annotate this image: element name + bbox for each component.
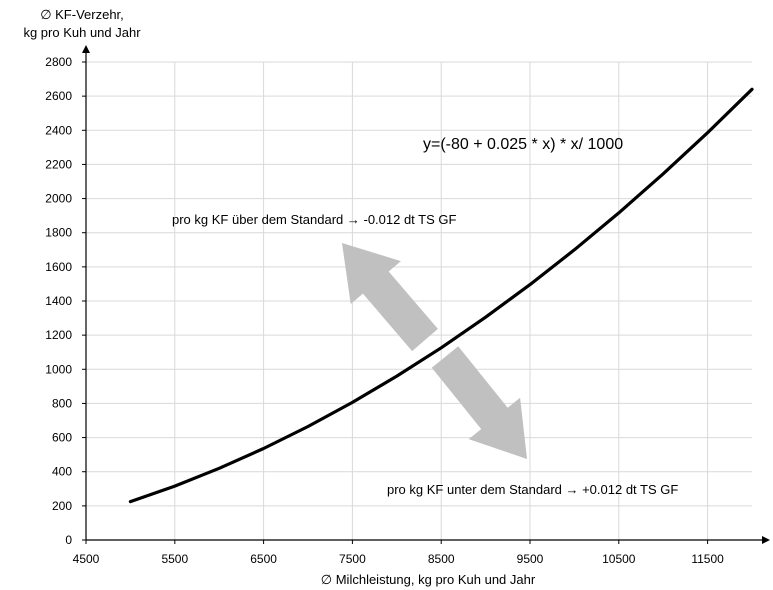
y-tick-label: 600 [52,431,72,445]
x-tick-label: 10500 [602,552,636,566]
y-tick-label: 2000 [45,192,72,206]
y-tick-labels: 0 200 400 600 800 1000 1200 1400 1600 1800 2000 220… [45,55,72,547]
y-tick-label: 1800 [45,226,72,240]
y-axis-label-line-1: ∅ KF-Verzehr, [40,7,124,22]
direction-arrows [342,243,527,459]
y-tick-label: 2200 [45,157,72,171]
x-tick-label: 5500 [161,552,188,566]
series-line [128,87,754,504]
x-tick-label: 8500 [428,552,455,566]
above-standard-annotation: pro kg KF über dem Standard → -0.012 dt … [172,212,457,227]
x-tick-label: 7500 [339,552,366,566]
y-tick-label: 200 [52,499,72,513]
x-tick-label: 6500 [250,552,277,566]
x-tick-labels: 4500 5500 6500 7500 8500 9500 10500 11500 [73,552,725,566]
y-tick-label: 1600 [45,260,72,274]
series-lines [128,87,754,504]
y-tick-label: 2800 [45,55,72,69]
x-axis-arrowhead [762,536,770,544]
y-tick-label: 400 [52,465,72,479]
x-tick-label: 11500 [691,552,724,566]
formula-annotation: y=(-80 + 0.025 * x) * x/ 1000 [423,136,623,153]
grid-lines [86,61,752,540]
y-tick-label: 2600 [45,89,72,103]
y-tick-label: 1400 [45,294,72,308]
arrow-up-left [342,243,438,352]
y-tick-label: 2400 [45,123,72,137]
x-tick-label: 4500 [73,552,100,566]
y-tick-label: 1200 [45,328,72,342]
y-axis-label-line-2: kg pro Kuh und Jahr [23,25,141,40]
y-tick-label: 0 [65,533,72,547]
x-axis-label: ∅ Milchleistung, kg pro Kuh und Jahr [321,572,536,587]
arrow-down-right [431,346,527,459]
y-axis-arrowhead [82,45,90,53]
below-standard-annotation: pro kg KF unter dem Standard → +0.012 dt… [387,482,678,497]
axes [82,45,770,544]
x-tick-label: 9500 [517,552,544,566]
y-tick-label: 1000 [45,362,72,376]
y-tick-label: 800 [52,396,72,410]
